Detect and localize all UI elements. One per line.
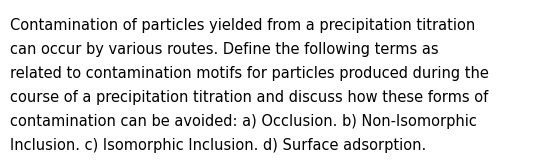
- Text: course of a precipitation titration and discuss how these forms of: course of a precipitation titration and …: [10, 90, 488, 105]
- Text: Contamination of particles yielded from a precipitation titration: Contamination of particles yielded from …: [10, 18, 475, 33]
- Text: related to contamination motifs for particles produced during the: related to contamination motifs for part…: [10, 66, 489, 81]
- Text: Inclusion. c) Isomorphic Inclusion. d) Surface adsorption.: Inclusion. c) Isomorphic Inclusion. d) S…: [10, 138, 426, 153]
- Text: can occur by various routes. Define the following terms as: can occur by various routes. Define the …: [10, 42, 439, 57]
- Text: contamination can be avoided: a) Occlusion. b) Non-Isomorphic: contamination can be avoided: a) Occlusi…: [10, 114, 477, 129]
